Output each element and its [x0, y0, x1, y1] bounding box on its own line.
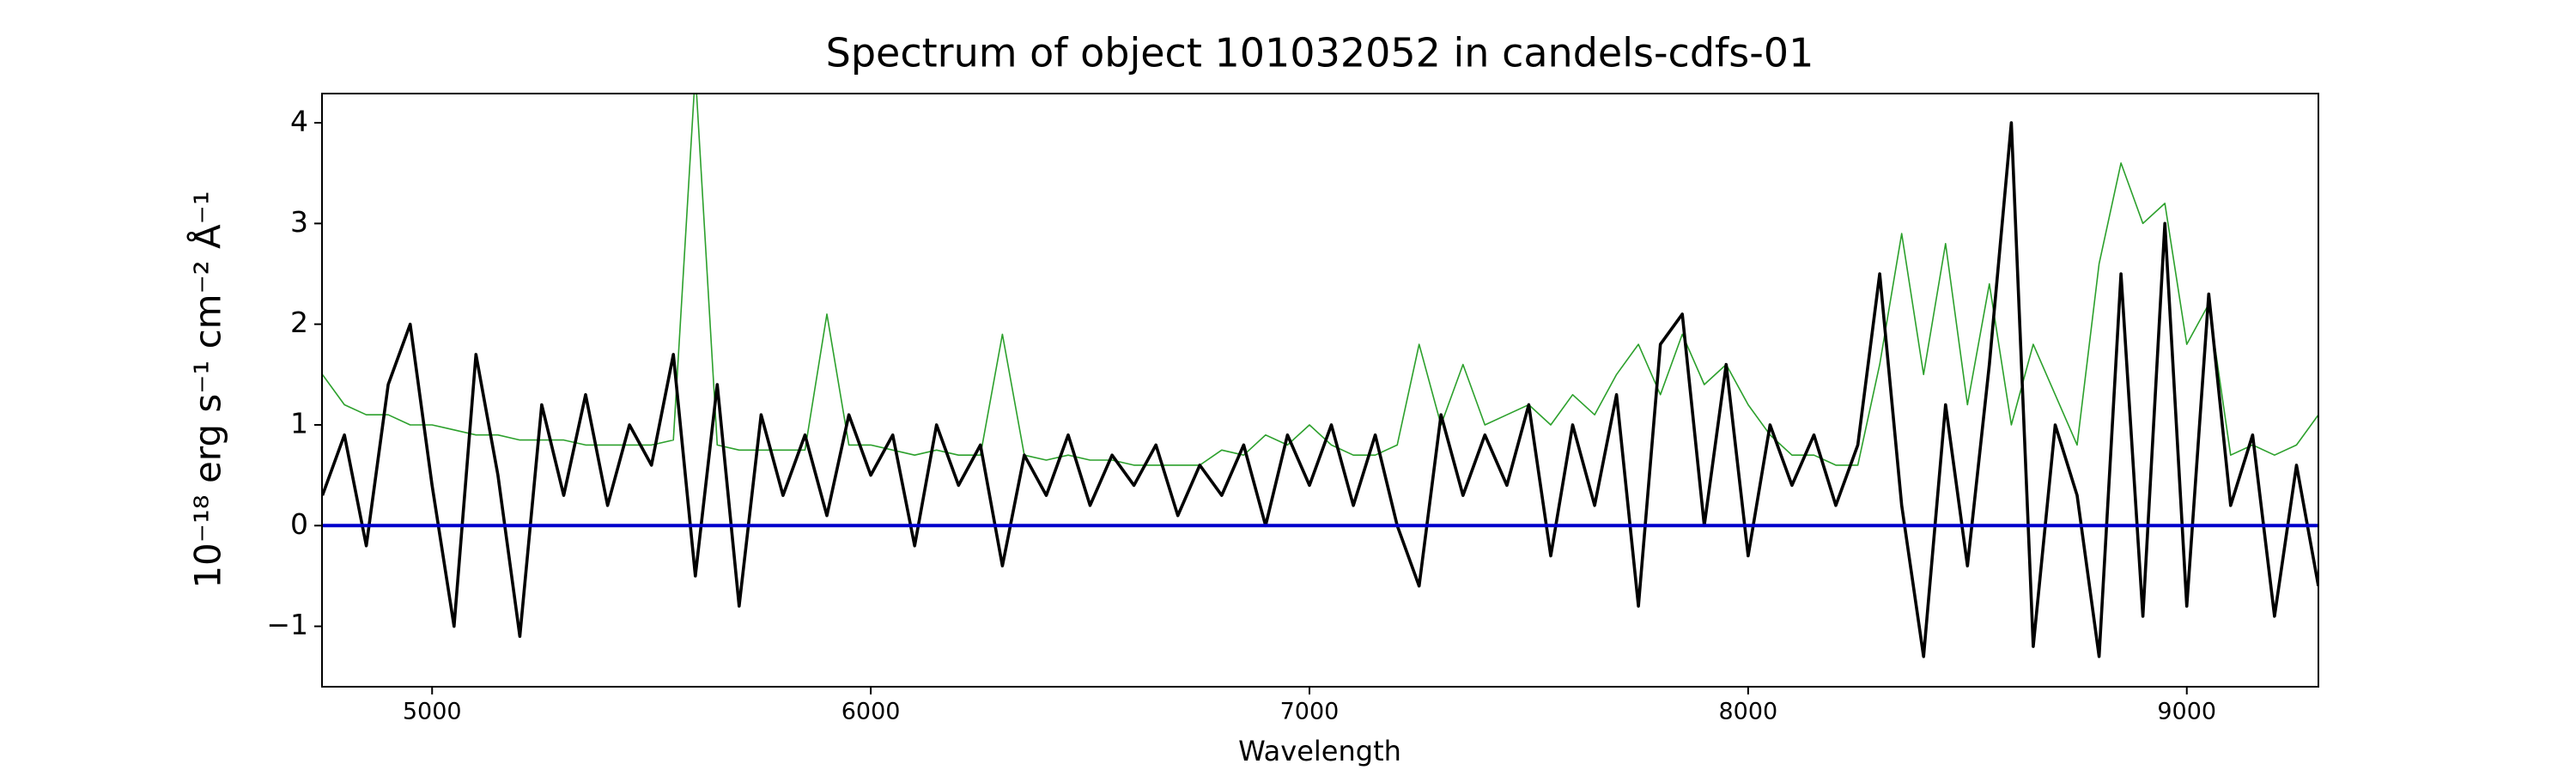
y-tick-label: 0: [290, 507, 308, 541]
y-tick-label: 1: [290, 406, 308, 440]
x-tick-label: 7000: [1280, 699, 1340, 725]
y-axis-label: 10⁻¹⁸ erg s⁻¹ cm⁻² Å⁻¹: [186, 191, 229, 588]
x-tick-label: 6000: [841, 699, 901, 725]
y-tick-label: 4: [290, 105, 308, 138]
spectrum-line: [322, 94, 2318, 466]
y-tick-label: 2: [290, 306, 308, 339]
y-tick-label: 3: [290, 205, 308, 239]
x-axis-label: Wavelength: [1238, 735, 1401, 767]
chart-title: Spectrum of object 101032052 in candels-…: [826, 30, 1814, 76]
x-tick-label: 5000: [403, 699, 462, 725]
spectrum-line: [322, 121, 2318, 658]
y-tick-label: −1: [266, 608, 308, 641]
plot-frame: [321, 93, 2319, 688]
x-tick-label: 8000: [1719, 699, 1778, 725]
x-tick-label: 9000: [2157, 699, 2216, 725]
plot-area: [322, 94, 2318, 658]
